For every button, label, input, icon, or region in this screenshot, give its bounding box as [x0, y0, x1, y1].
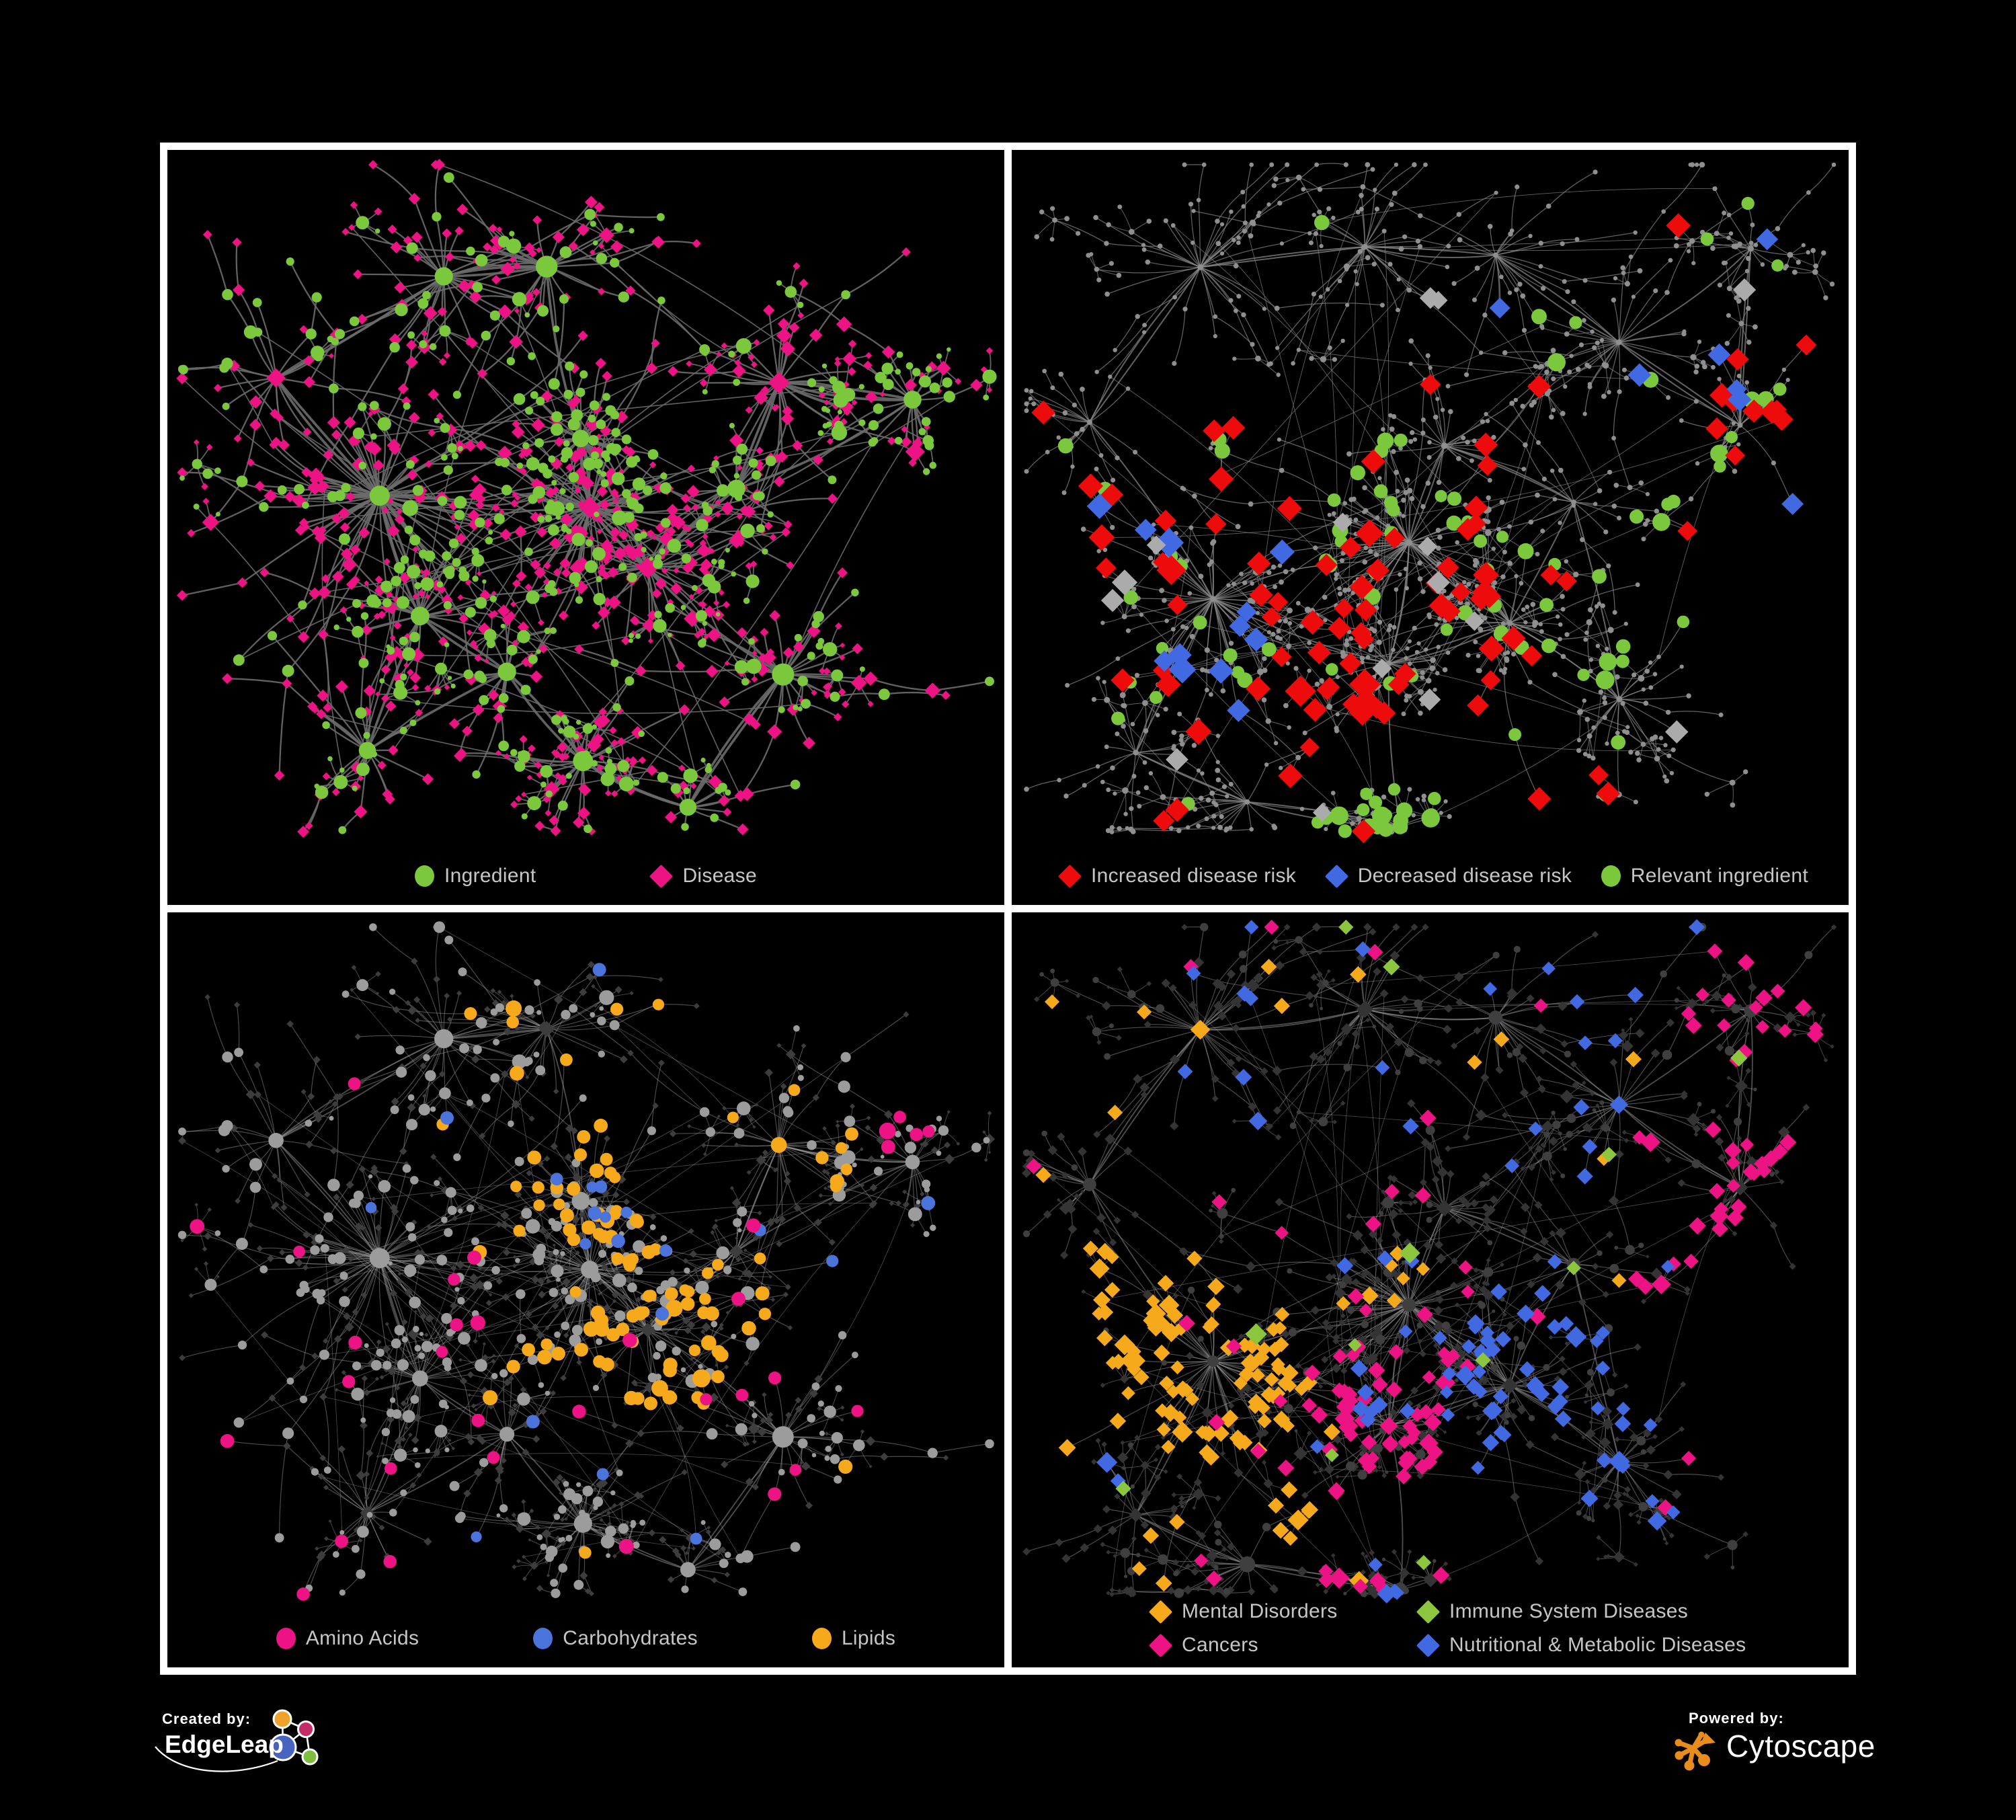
- legend-item-relevant-ingredient: Relevant ingredient: [1601, 865, 1808, 887]
- powered-by-label: Powered by:: [1689, 1710, 1784, 1727]
- legend-item-nutritional-metabolic-diseases: Nutritional & Metabolic Diseases: [1416, 1633, 1746, 1657]
- edgeleap-blue-node: [269, 1733, 297, 1762]
- edgeleap-green-node: [301, 1748, 319, 1766]
- diamond-marker: [1057, 864, 1082, 888]
- legend-label: Immune System Diseases: [1449, 1600, 1689, 1622]
- legend-label: Decreased disease risk: [1357, 865, 1572, 887]
- legend-item-cancers: Cancers: [1148, 1633, 1417, 1657]
- edgeleap-logo: Created by: EdgeLeap: [155, 1709, 319, 1772]
- edgeleap-orange-node: [272, 1709, 292, 1729]
- panel-disease-risk: Increased disease risk Decreased disease …: [1012, 150, 1849, 905]
- legend-label: Nutritional & Metabolic Diseases: [1449, 1634, 1746, 1656]
- diamond-marker: [1148, 1633, 1173, 1657]
- legend-label: Relevant ingredient: [1630, 865, 1808, 887]
- legend-item-mental-disorders: Mental Disorders: [1148, 1599, 1417, 1624]
- ingredient-classes-legend: Amino Acids Carbohydrates Lipids: [167, 1627, 1004, 1650]
- panels-grid: Ingredient Disease Increased disease risk…: [160, 143, 1856, 1675]
- ingredient-disease-legend: Ingredient Disease: [167, 864, 1004, 888]
- diamond-marker: [1416, 1633, 1441, 1657]
- diamond-marker: [1324, 864, 1348, 888]
- panel-ingredient-classes: Amino Acids Carbohydrates Lipids: [167, 912, 1004, 1667]
- legend-item-ingredient: Ingredient: [415, 865, 536, 887]
- legend-label: Increased disease risk: [1091, 865, 1297, 887]
- legend-label: Amino Acids: [305, 1627, 419, 1649]
- legend-item-lipids: Lipids: [811, 1627, 896, 1650]
- legend-item-disease: Disease: [649, 864, 757, 888]
- disease-risk-network: [1024, 161, 1837, 844]
- cytoscape-wordmark: Cytoscape: [1726, 1729, 1876, 1764]
- disease-classes-network: [1022, 919, 1837, 1604]
- edgeleap-swoosh: [155, 1746, 278, 1772]
- legend-item-amino-acids: Amino Acids: [276, 1627, 419, 1650]
- cytoscape-icon-nodes: [1675, 1731, 1716, 1771]
- legend-label: Ingredient: [444, 865, 536, 887]
- ingredient-classes-network: [177, 921, 995, 1601]
- created-by-label: Created by:: [162, 1710, 251, 1727]
- diamond-marker: [1148, 1599, 1173, 1624]
- legend-item-increased-disease-risk: Increased disease risk: [1057, 864, 1297, 888]
- ingredient-disease-network: [176, 159, 997, 838]
- diamond-marker: [1416, 1599, 1441, 1624]
- legend-label: Disease: [682, 865, 757, 887]
- circle-marker: [415, 865, 435, 887]
- circle-marker: [1601, 865, 1621, 887]
- legend-item-carbohydrates: Carbohydrates: [533, 1627, 698, 1650]
- edgeleap-wordmark: EdgeLeap: [165, 1731, 284, 1758]
- legend-item-immune-system-diseases: Immune System Diseases: [1416, 1599, 1746, 1624]
- disease-risk-legend: Increased disease risk Decreased disease …: [1012, 864, 1849, 888]
- panel-ingredient-disease: Ingredient Disease: [167, 150, 1004, 905]
- legend-label: Lipids: [841, 1627, 896, 1649]
- legend-label: Mental Disorders: [1182, 1600, 1338, 1622]
- disease-classes-legend: Mental Disorders Immune System Diseases Ca…: [1148, 1599, 1746, 1657]
- circle-marker: [811, 1628, 832, 1649]
- circle-marker: [276, 1628, 296, 1649]
- edgeleap-magenta-node: [297, 1720, 315, 1738]
- legend-label: Cancers: [1182, 1634, 1258, 1656]
- panel-disease-classes: Mental Disorders Immune System Diseases Ca…: [1012, 912, 1849, 1667]
- diamond-marker: [649, 864, 674, 888]
- cytoscape-logo: Powered by: Cytoscape: [1675, 1710, 1876, 1771]
- edgeleap-network-nodes: [269, 1709, 319, 1766]
- legend-label: Carbohydrates: [563, 1627, 698, 1649]
- circle-marker: [533, 1628, 553, 1649]
- legend-item-decreased-disease-risk: Decreased disease risk: [1324, 864, 1572, 888]
